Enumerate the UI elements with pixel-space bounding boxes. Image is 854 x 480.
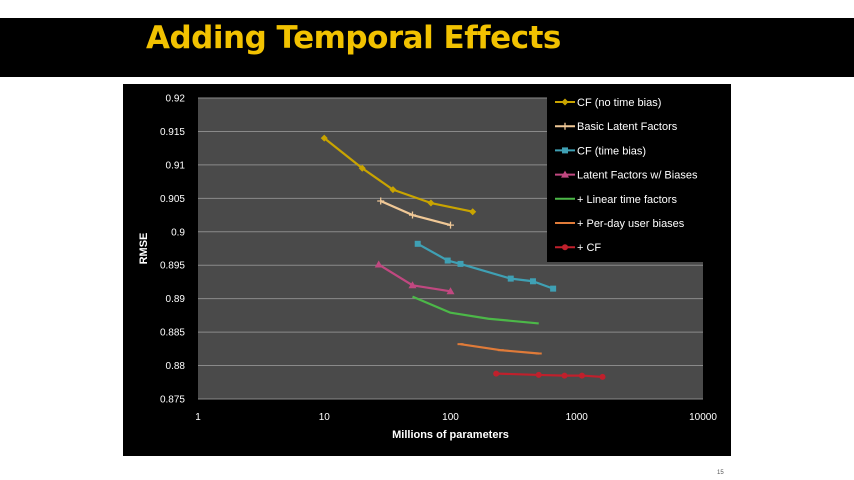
y-tick-label: 0.875 bbox=[160, 395, 185, 406]
legend-label: CF (time bias) bbox=[577, 145, 646, 157]
x-tick-label: 10 bbox=[319, 412, 331, 423]
y-tick-label: 0.92 bbox=[166, 94, 186, 105]
data-point bbox=[320, 134, 328, 142]
data-point bbox=[444, 257, 451, 264]
data-point bbox=[377, 197, 385, 205]
data-point bbox=[507, 275, 514, 282]
data-point bbox=[447, 221, 454, 229]
y-tick-label: 0.885 bbox=[160, 328, 185, 339]
data-point bbox=[408, 211, 416, 219]
data-point bbox=[561, 372, 568, 379]
data-point bbox=[535, 371, 542, 378]
y-tick-label: 0.9 bbox=[171, 227, 185, 238]
title-bar: Adding Temporal Effects bbox=[0, 18, 854, 77]
chart-panel: 0.875 0.88 0.885 0.89 0.895 0.9 0.905 0.91 0.915… bbox=[123, 84, 731, 456]
rmse-line-chart: 0.875 0.88 0.885 0.89 0.895 0.9 0.905 0.91 0.915… bbox=[138, 90, 731, 441]
y-tick-label: 0.91 bbox=[166, 160, 186, 171]
legend-marker bbox=[561, 170, 569, 178]
data-point bbox=[358, 164, 366, 172]
data-point bbox=[550, 285, 557, 292]
x-tick-label: 1000 bbox=[566, 412, 589, 423]
legend-marker bbox=[562, 244, 568, 251]
legend-marker bbox=[561, 98, 569, 106]
legend-label: + Per-day user biases bbox=[577, 218, 685, 230]
legend-marker bbox=[562, 147, 568, 154]
x-tick-label: 1 bbox=[195, 412, 201, 423]
data-point bbox=[408, 281, 417, 289]
data-point bbox=[578, 372, 585, 379]
data-point bbox=[427, 199, 435, 207]
data-point bbox=[469, 208, 477, 216]
series-line bbox=[417, 242, 554, 290]
data-point bbox=[414, 240, 421, 247]
legend-label: + Linear time factors bbox=[577, 194, 677, 206]
y-tick-label: 0.915 bbox=[160, 127, 185, 138]
series-line bbox=[412, 295, 539, 325]
legend-label: + CF bbox=[577, 242, 601, 254]
y-tick-label: 0.89 bbox=[166, 294, 186, 305]
data-point bbox=[529, 278, 536, 285]
data-point bbox=[493, 370, 500, 377]
y-axis-title: RMSE bbox=[138, 233, 150, 265]
data-point bbox=[389, 186, 397, 194]
y-tick-label: 0.88 bbox=[166, 361, 186, 372]
y-tick-label: 0.895 bbox=[160, 261, 185, 272]
legend-label: Basic Latent Factors bbox=[577, 121, 678, 133]
legend-marker bbox=[561, 122, 569, 130]
y-tick-label: 0.905 bbox=[160, 194, 185, 205]
x-tick-label: 10000 bbox=[689, 412, 717, 423]
legend-box bbox=[547, 90, 731, 262]
x-tick-label: 100 bbox=[442, 412, 459, 423]
data-point bbox=[374, 260, 383, 268]
data-point bbox=[457, 260, 464, 267]
data-point bbox=[446, 287, 455, 295]
page-number: 15 bbox=[717, 470, 724, 476]
legend-label: Latent Factors w/ Biases bbox=[577, 170, 698, 182]
slide-title: Adding Temporal Effects bbox=[146, 20, 561, 56]
x-axis-title: Millions of parameters bbox=[392, 429, 509, 441]
legend-label: CF (no time bias) bbox=[577, 97, 661, 109]
data-point bbox=[599, 373, 606, 380]
